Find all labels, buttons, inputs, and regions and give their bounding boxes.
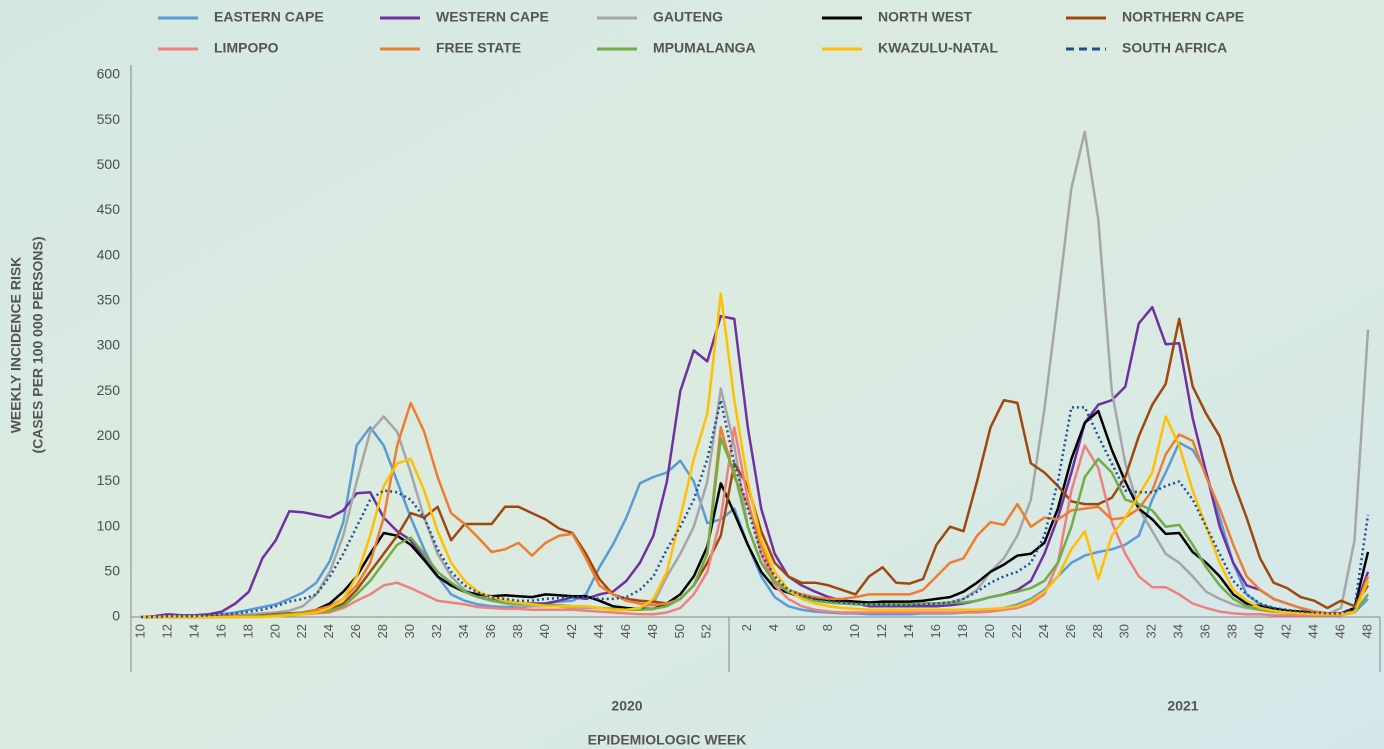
x-tick-label: 38 [510,624,525,638]
x-tick-label: 28 [375,624,390,638]
x-tick-label: 42 [564,624,579,638]
x-tick-label: 46 [618,624,633,638]
x-tick-label: 22 [294,624,309,638]
x-tick-label: 20 [982,624,997,638]
year-label: 2021 [1167,698,1198,714]
x-tick-label: 26 [1063,624,1078,638]
legend-label: NORTHERN CAPE [1122,9,1244,25]
x-tick-label: 20 [267,624,282,638]
x-tick-label: 38 [1225,624,1240,638]
y-tick-label: 100 [97,517,121,533]
x-tick-label: 44 [591,624,606,638]
legend-label: EASTERN CAPE [214,9,324,25]
y-tick-label: 50 [104,563,120,579]
x-tick-label: 48 [645,624,660,638]
legend-label: MPUMALANGA [653,40,756,56]
legend-label: WESTERN CAPE [436,9,549,25]
x-axis-title: EPIDEMIOLOGIC WEEK [588,732,747,748]
series-line [141,292,1370,619]
x-tick-label: 50 [672,624,687,638]
y-tick-label: 350 [97,292,121,308]
series-line [141,398,1370,619]
y-axis-title: WEEKLY INCIDENCE RISK [8,257,24,434]
y-tick-label: 250 [97,382,121,398]
x-tick-label: 28 [1090,624,1105,638]
series-line [141,436,1370,619]
x-tick-label: 32 [1144,624,1159,638]
series-line [141,409,1370,619]
x-tick-label: 24 [321,624,336,638]
x-tick-label: 46 [1332,624,1347,638]
legend-label: FREE STATE [436,40,521,56]
y-tick-label: 300 [97,337,121,353]
x-tick-label: 26 [348,624,363,638]
x-tick-label: 36 [1198,624,1213,638]
x-tick-label: 16 [213,624,228,638]
x-tick-label: 40 [537,624,552,638]
y-tick-label: 500 [97,156,121,172]
y-tick-label: 450 [97,201,121,217]
series-line [140,305,1370,619]
x-tick-label: 32 [429,624,444,638]
x-tick-label: 30 [402,624,417,638]
x-tick-label: 6 [793,624,808,631]
y-tick-label: 150 [97,472,121,488]
x-tick-label: 34 [456,624,471,638]
y-tick-label: 400 [97,246,121,262]
legend-label: LIMPOPO [214,40,279,56]
legend-label: NORTH WEST [878,9,973,25]
x-tick-label: 14 [901,624,916,638]
x-tick-label: 44 [1306,624,1321,638]
x-tick-label: 2 [739,624,754,631]
x-tick-label: 12 [159,624,174,638]
x-tick-label: 24 [1036,624,1051,638]
x-tick-label: 30 [1117,624,1132,638]
y-tick-label: 550 [97,111,121,127]
y-tick-label: 200 [97,427,121,443]
x-tick-label: 4 [766,624,781,631]
y-tick-label: 600 [97,66,121,82]
x-tick-label: 12 [874,624,889,638]
legend-label: KWAZULU-NATAL [878,40,998,56]
legend-label: SOUTH AFRICA [1122,40,1227,56]
y-tick-label: 0 [112,608,120,624]
x-tick-label: 16 [928,624,943,638]
x-tick-label: 42 [1279,624,1294,638]
year-label: 2020 [611,698,642,714]
x-tick-label: 10 [847,624,862,638]
y-axis-title: (CASES PER 100 000 PERSONS) [30,236,46,453]
x-tick-label: 14 [186,624,201,638]
x-tick-label: 52 [699,624,714,638]
x-tick-label: 22 [1009,624,1024,638]
x-tick-label: 40 [1252,624,1267,638]
legend-label: GAUTENG [653,9,723,25]
x-tick-label: 8 [820,624,835,631]
x-tick-label: 18 [240,624,255,638]
x-tick-label: 10 [132,624,147,638]
x-tick-label: 34 [1171,624,1186,638]
x-tick-label: 18 [955,624,970,638]
x-tick-label: 36 [483,624,498,638]
x-tick-label: 48 [1359,624,1374,638]
